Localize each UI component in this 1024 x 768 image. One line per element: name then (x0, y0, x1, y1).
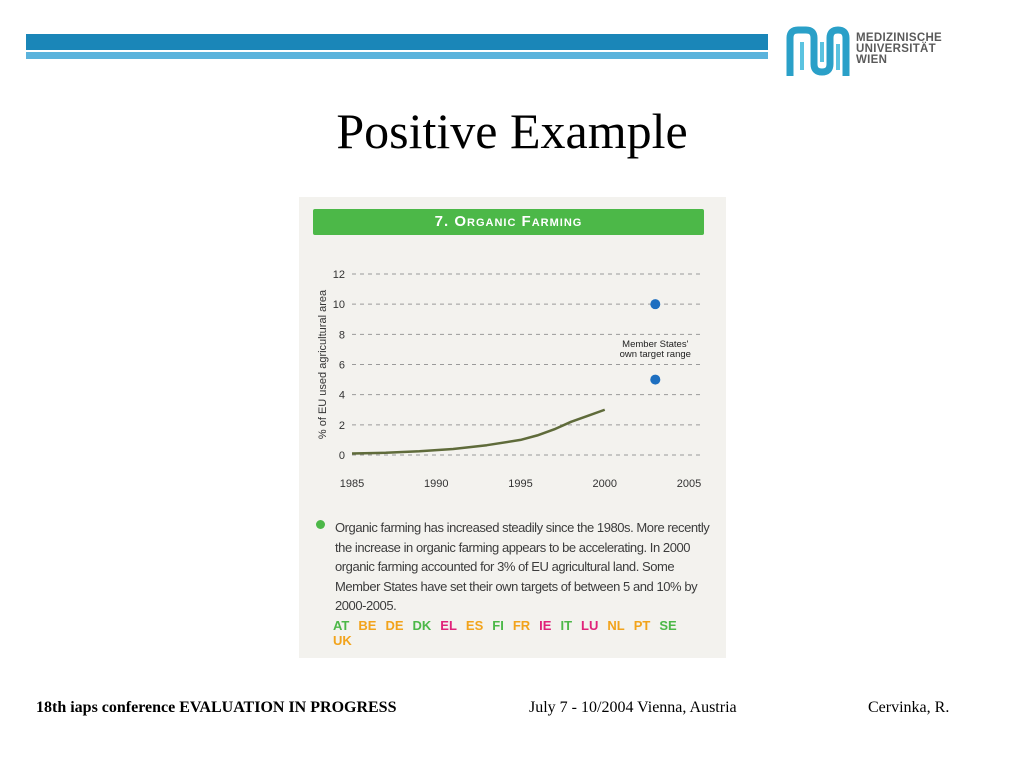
country-code-el: EL (440, 618, 457, 633)
y-tick-label: 10 (333, 299, 345, 311)
footer-date-place: July 7 - 10/2004 Vienna, Austria (529, 699, 737, 716)
country-code-de: DE (385, 618, 404, 633)
x-tick-label: 2005 (677, 478, 701, 490)
y-tick-label: 0 (339, 450, 345, 462)
figure-description: Organic farming has increased steadily s… (335, 520, 710, 613)
logo-text: MEDIZINISCHE UNIVERSITÄT WIEN (856, 32, 943, 66)
y-axis-label: % of EU used agricultural area (317, 289, 329, 439)
country-code-lu: LU (581, 618, 599, 633)
series-line-0 (351, 408, 606, 455)
country-code-list: AT BE DE DK EL ES FI FR IE IT LU NL PT SE UK (333, 618, 713, 648)
target-point (650, 374, 661, 385)
x-tick-label: 2000 (593, 478, 617, 490)
header-bar-light (26, 52, 768, 59)
logo-mark-icon (786, 26, 850, 76)
target-point (650, 299, 661, 310)
line-chart: 0 2 4 6 8 10 12 1985 1990 1995 2000 2005 % of EU use… (317, 269, 704, 490)
country-code-pt: PT (633, 618, 651, 633)
logo-line-3: WIEN (856, 54, 888, 66)
country-code-ie: IE (539, 618, 552, 633)
page-title: Positive Example (336, 103, 688, 159)
country-code-it: IT (560, 618, 573, 633)
chart-figure: 7. Organic Farming 0 2 4 6 8 10 12 1985 1990 1995… (299, 197, 726, 658)
header-bar-dark (26, 34, 768, 50)
country-code-fi: FI (492, 618, 504, 633)
country-code-nl: NL (607, 618, 625, 633)
figure-header: 7. Organic Farming (313, 209, 704, 235)
footer-conference: 18th iaps conference EVALUATION IN PROGR… (36, 699, 397, 716)
country-code-fr: FR (512, 618, 531, 633)
country-code-se: SE (659, 618, 677, 633)
x-tick-label: 1990 (424, 478, 448, 490)
bullet-icon (316, 520, 325, 529)
x-tick-label: 1995 (508, 478, 532, 490)
chart-annotation: own target range (620, 349, 691, 360)
footer-author: Cervinka, R. (868, 699, 950, 716)
y-tick-label: 6 (339, 360, 345, 372)
logo-line-1: MEDIZINISCHE (856, 32, 943, 44)
y-tick-label: 12 (333, 269, 345, 281)
university-logo: MEDIZINISCHE UNIVERSITÄT WIEN (784, 24, 994, 84)
x-tick-label: 1985 (340, 478, 364, 490)
country-code-es: ES (465, 618, 484, 633)
y-tick-label: 8 (339, 329, 345, 341)
y-tick-label: 4 (339, 390, 345, 402)
logo-line-2: UNIVERSITÄT (856, 43, 936, 55)
chart-annotation: Member States' (622, 339, 688, 350)
country-code-dk: DK (412, 618, 432, 633)
country-code-uk: UK (333, 633, 352, 648)
country-code-be: BE (358, 618, 377, 633)
y-tick-label: 2 (339, 420, 345, 432)
country-code-at: AT (333, 618, 350, 633)
